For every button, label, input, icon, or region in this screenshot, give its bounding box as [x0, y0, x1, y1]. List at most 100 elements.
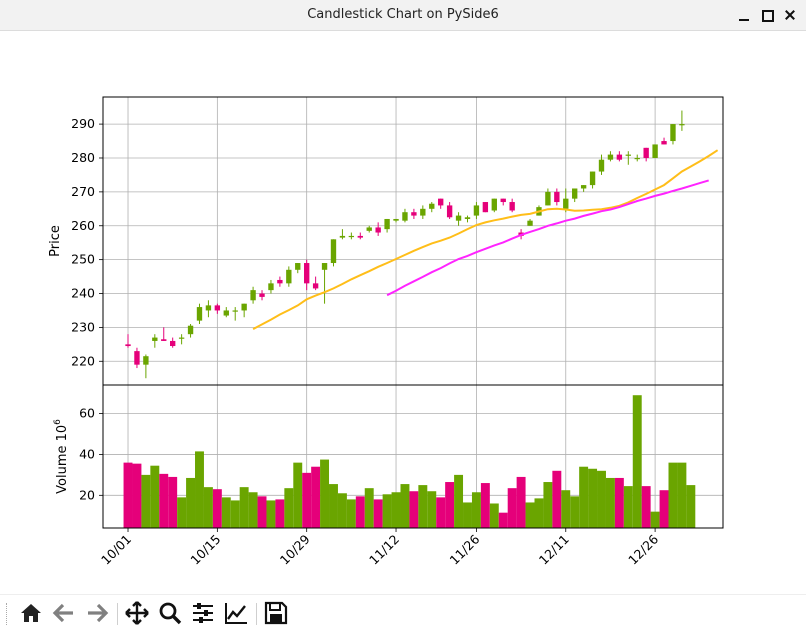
volume-bar: [632, 395, 642, 528]
candle-body: [312, 283, 319, 289]
volume-bar: [248, 492, 258, 528]
candle-body: [259, 293, 265, 297]
candle-body: [304, 263, 310, 284]
volume-bar: [132, 463, 142, 528]
back-icon[interactable]: [51, 600, 77, 626]
volume-bar: [364, 488, 374, 528]
x-tick-label: 10/01: [98, 532, 134, 568]
candle-body: [509, 202, 515, 211]
volume-bar: [623, 486, 633, 528]
candle-body: [286, 269, 292, 284]
volume-bar: [668, 462, 678, 528]
candle-body: [455, 215, 462, 221]
volume-tick-label: 60: [79, 406, 95, 421]
candle-body: [589, 171, 596, 186]
candle-body: [473, 205, 480, 216]
volume-bar: [302, 472, 312, 528]
volume-bar: [480, 483, 490, 528]
volume-bar: [650, 511, 660, 528]
toolbar-grip[interactable]: [6, 603, 11, 625]
price-axis-label: Price: [48, 225, 63, 257]
candle-body: [625, 154, 631, 156]
maximize-button[interactable]: [757, 5, 777, 25]
candle-body: [598, 159, 605, 172]
candle-body: [241, 303, 247, 311]
volume-bar: [257, 496, 267, 528]
candle-body: [402, 212, 408, 221]
candle-body: [446, 205, 453, 218]
volume-bar: [489, 503, 499, 528]
chart-canvas[interactable]: 220 230 240 250 260 270 280 290 Price 20 40 60 Volu…: [0, 31, 806, 593]
volume-bar: [320, 459, 330, 528]
volume-bar: [400, 484, 410, 528]
candle-body: [572, 188, 578, 199]
candle-body: [411, 212, 417, 216]
candle-body: [277, 279, 283, 284]
forward-icon[interactable]: [84, 600, 110, 626]
volume-bar: [427, 491, 437, 528]
candle-body: [420, 208, 426, 216]
volume-bar: [293, 462, 303, 528]
navigation-toolbar: [0, 594, 806, 634]
candle-body: [652, 144, 658, 158]
candle-body: [339, 235, 346, 238]
candle-body: [429, 203, 435, 209]
price-tick-label: 230: [71, 319, 95, 334]
volume-bar: [373, 499, 383, 528]
configure-subplots-icon[interactable]: [190, 600, 216, 626]
x-tick-label: 10/15: [187, 532, 223, 568]
candle-body: [330, 239, 337, 264]
candle-body: [679, 124, 685, 126]
volume-bar: [570, 496, 580, 528]
volume-bar: [507, 488, 517, 528]
volume-bar: [686, 485, 696, 528]
candle-body: [357, 235, 363, 238]
volume-bar: [329, 484, 338, 528]
candle-body: [491, 198, 497, 211]
candle-body: [438, 198, 444, 206]
volume-bar: [579, 466, 589, 528]
candle-body: [295, 263, 301, 270]
candle-body: [554, 191, 560, 203]
price-tick-label: 280: [71, 150, 95, 165]
volume-panel: 20 40 60 Volume 106: [53, 384, 724, 529]
volume-bar: [445, 482, 455, 528]
candle-body: [482, 202, 489, 213]
volume-bar: [659, 490, 669, 528]
volume-bar: [123, 462, 133, 528]
candle-body: [232, 310, 238, 312]
volume-bar: [418, 485, 428, 528]
zoom-icon[interactable]: [157, 600, 183, 626]
edit-axis-icon[interactable]: [223, 600, 249, 626]
candle-body: [152, 337, 158, 341]
candle-body: [634, 157, 640, 160]
candle-body: [616, 154, 623, 160]
candle-body: [223, 310, 229, 316]
volume-bar: [284, 488, 294, 528]
home-icon[interactable]: [18, 600, 44, 626]
price-axes-frame: [102, 96, 724, 386]
pan-icon[interactable]: [124, 600, 150, 626]
volume-bar: [203, 487, 213, 528]
volume-bar: [346, 499, 356, 528]
volume-bar: [597, 470, 606, 528]
candle-body: [321, 263, 328, 270]
x-tick-label: 11/12: [366, 532, 402, 568]
price-panel: 220 230 240 250 260 270 280 290 Price: [48, 96, 724, 386]
volume-bar: [454, 474, 464, 528]
save-icon[interactable]: [263, 600, 289, 626]
volume-bar: [159, 473, 169, 528]
candle-body: [643, 147, 649, 158]
candle-body: [268, 283, 274, 291]
x-tick-label: 10/29: [277, 531, 313, 567]
minimize-button[interactable]: [734, 5, 754, 25]
candle-body: [366, 227, 372, 231]
volume-axis-label: Volume 106: [53, 419, 70, 494]
candle-body: [375, 227, 381, 233]
close-button[interactable]: [780, 5, 800, 25]
volume-bar: [561, 490, 571, 528]
volume-bar: [552, 470, 562, 528]
toolbar-separator: [117, 603, 118, 625]
volume-bar: [337, 493, 347, 528]
volume-bar: [275, 499, 285, 528]
